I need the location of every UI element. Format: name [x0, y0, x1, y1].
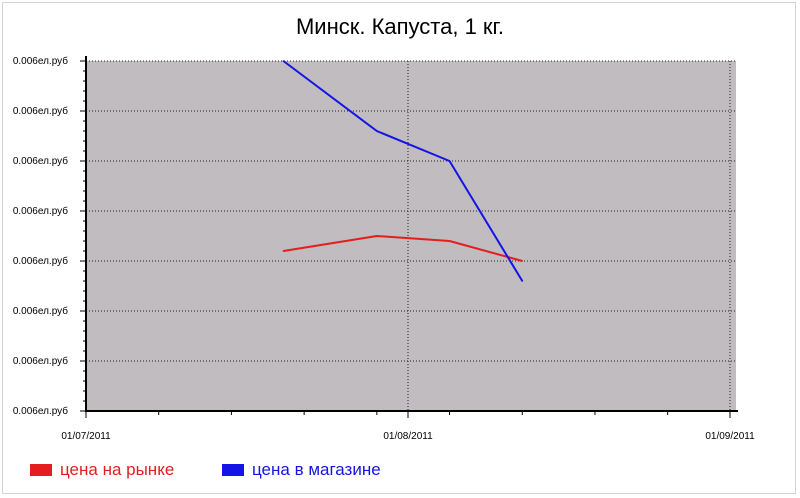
legend-swatch-market: [30, 464, 52, 476]
y-tick-label: 0.006ел.руб: [13, 55, 68, 67]
legend-label-market: цена на рынке: [60, 460, 175, 479]
series-line-1: [282, 60, 524, 282]
legend-item-store: цена в магазине: [222, 458, 381, 482]
series-0-point-2: [448, 240, 451, 242]
y-tick-label: 0.006ел.руб: [13, 255, 68, 267]
y-tick-label: 0.006ел.руб: [13, 105, 68, 117]
legend-item-market: цена на рынке: [30, 458, 174, 482]
series-0-point-1: [376, 235, 378, 237]
x-tick-label: 01/08/2011: [383, 431, 433, 442]
series-1-point-2: [448, 160, 451, 162]
series-0-point-3: [521, 260, 524, 262]
x-tick-label: 01/09/2011: [705, 431, 755, 442]
series-0-point-0: [282, 250, 285, 252]
y-tick-label: 0.006ел.руб: [13, 205, 68, 217]
y-tick-label: 0.006ел.руб: [13, 155, 68, 167]
series-line-0: [283, 235, 523, 262]
x-tick-label: 01/07/2011: [61, 431, 111, 442]
series-1-point-0: [282, 60, 285, 62]
series-1-point-1: [376, 130, 378, 132]
series-1-point-3: [521, 280, 524, 282]
y-tick-label: 0.006ел.руб: [13, 355, 68, 367]
chart-title: Минск. Капуста, 1 кг.: [295, 14, 505, 39]
y-tick-label: 0.006ел.руб: [13, 305, 68, 317]
y-tick-label: 0.006ел.руб: [13, 405, 68, 417]
legend-label-store: цена в магазине: [252, 460, 381, 479]
plot-area-margin: [730, 61, 736, 411]
legend-swatch-store: [222, 464, 244, 476]
